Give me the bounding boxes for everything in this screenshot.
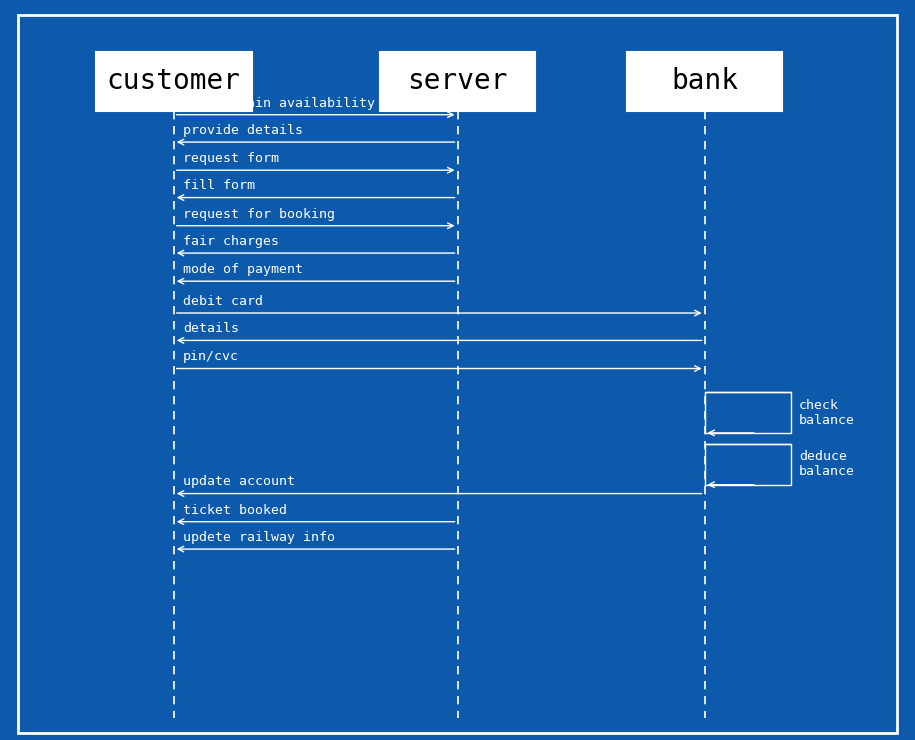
Text: update account: update account xyxy=(183,475,295,488)
Text: fill form: fill form xyxy=(183,179,255,192)
Text: request form: request form xyxy=(183,152,279,165)
Bar xyxy=(96,52,252,111)
Text: request for booking: request for booking xyxy=(183,207,335,221)
Text: bank: bank xyxy=(671,67,738,95)
Text: debit card: debit card xyxy=(183,295,263,308)
Text: check train availability: check train availability xyxy=(183,96,375,110)
Text: check
balance: check balance xyxy=(799,399,855,426)
Bar xyxy=(705,392,791,433)
Text: details: details xyxy=(183,322,239,335)
Text: customer: customer xyxy=(107,67,241,95)
Text: ticket booked: ticket booked xyxy=(183,503,287,517)
Text: server: server xyxy=(407,67,508,95)
Text: provide details: provide details xyxy=(183,124,303,137)
Text: fair charges: fair charges xyxy=(183,235,279,248)
Bar xyxy=(380,52,535,111)
Bar xyxy=(705,444,791,485)
Text: pin/cvc: pin/cvc xyxy=(183,350,239,363)
Text: updete railway info: updete railway info xyxy=(183,531,335,544)
Bar xyxy=(627,52,782,111)
Text: deduce
balance: deduce balance xyxy=(799,451,855,478)
Text: mode of payment: mode of payment xyxy=(183,263,303,276)
